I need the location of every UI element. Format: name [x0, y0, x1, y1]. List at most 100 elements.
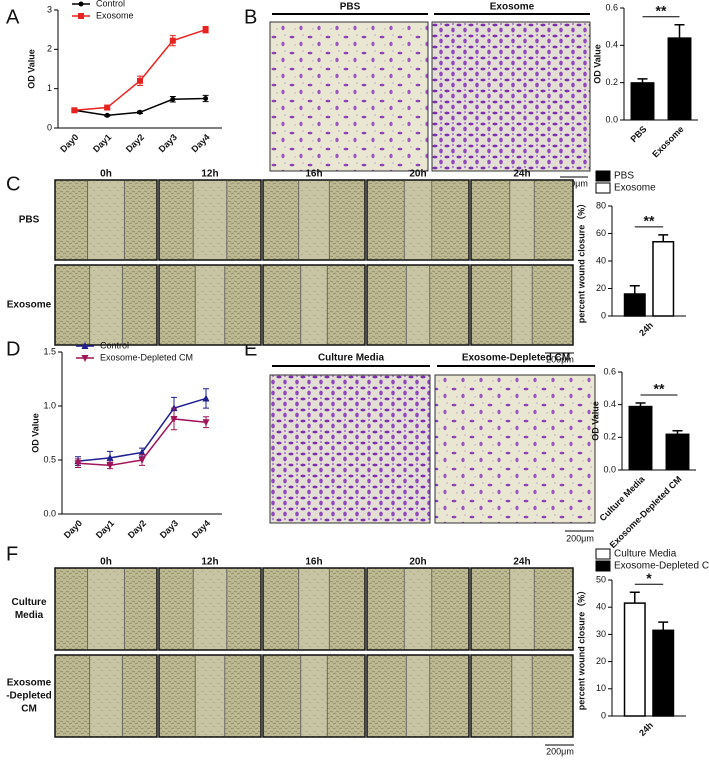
panel-label: A [6, 6, 20, 28]
x-tick-label: 24h [637, 320, 655, 338]
wound-gap [300, 656, 328, 736]
y-tick-label: 30 [596, 629, 606, 639]
y-axis-label: OD Value [26, 49, 36, 89]
y-tick-label: 0.4 [605, 40, 618, 50]
x-tick-label: Day4 [189, 132, 211, 154]
y-tick-label: 10 [596, 683, 606, 693]
legend-label: Culture Media [614, 549, 677, 560]
x-tick-label: Day3 [157, 132, 179, 154]
point [74, 460, 82, 468]
bar [623, 293, 646, 317]
bar [665, 433, 690, 471]
row-label: PBS [19, 215, 40, 226]
significance-label: * [646, 570, 652, 586]
y-axis-label: OD Value [30, 413, 40, 453]
point [203, 96, 209, 101]
column-header: 16h [305, 557, 322, 568]
error-bar [635, 402, 646, 407]
y-tick-label: 0 [47, 122, 52, 132]
error-bar [672, 430, 683, 435]
y-tick-label: 0.0 [605, 114, 618, 124]
x-tick-label: Day1 [91, 132, 113, 154]
column-header: 12h [201, 557, 218, 568]
image-header: PBS [340, 2, 361, 13]
wound-gap [511, 656, 533, 736]
y-axis-label: percent wound closure（%） [576, 199, 586, 324]
x-tick-label: Day0 [58, 132, 80, 154]
point [202, 419, 210, 427]
legend-label: Control [96, 0, 125, 8]
y-tick-label: 0.6 [603, 366, 616, 376]
wound-gap [298, 569, 330, 649]
wound-gap [195, 266, 225, 344]
wound-gap [87, 569, 125, 649]
point [104, 112, 110, 118]
y-tick-label: 20 [596, 283, 606, 293]
error-bar [674, 24, 685, 38]
significance-label: ** [644, 213, 655, 229]
wound-gap [404, 569, 432, 649]
bar [630, 82, 655, 121]
legend-label: Control [100, 340, 129, 350]
column-header: 12h [201, 169, 218, 180]
panel-label: C [6, 173, 20, 195]
legend-label: Exosome [96, 10, 134, 20]
y-tick-label: 0.2 [605, 77, 618, 87]
wound-gap [509, 181, 535, 259]
x-tick-label: Day0 [62, 518, 84, 540]
point [137, 77, 143, 84]
legend-label: Exosome [614, 183, 656, 194]
point [81, 355, 89, 362]
panel-label: F [6, 543, 18, 565]
bar [667, 37, 692, 121]
y-tick-label: 60 [596, 228, 606, 238]
wound-gap [195, 656, 225, 736]
point [78, 1, 84, 7]
y-tick-label: 50 [596, 574, 606, 584]
row-label: -Depleted [6, 691, 52, 702]
error-bar [629, 591, 640, 604]
y-tick-label: 0.0 [43, 508, 56, 518]
legend-label: PBS [614, 171, 634, 182]
x-tick-label: Day1 [94, 518, 116, 540]
y-tick-label: 20 [596, 656, 606, 666]
error-bar [658, 621, 669, 631]
row-label: Exosome [7, 300, 52, 311]
row-label: Culture [12, 597, 47, 608]
y-tick-label: 0 [601, 710, 606, 720]
wound-gap [89, 656, 123, 736]
point [202, 394, 210, 402]
column-header: 0h [100, 169, 112, 180]
micrograph [431, 21, 591, 172]
point [138, 448, 146, 456]
legend-label: Exosome-Depleted CM [614, 561, 709, 572]
y-tick-label: 40 [596, 255, 606, 265]
wound-gap [300, 266, 328, 344]
scale-label: 200μm [546, 354, 574, 364]
y-tick-label: 1.0 [43, 400, 56, 410]
row-label: Exosome [7, 678, 52, 689]
y-tick-label: 80 [596, 200, 606, 210]
image-header: Culture Media [318, 353, 385, 364]
bar [652, 241, 675, 317]
micrograph [269, 21, 429, 172]
micrograph [434, 374, 596, 524]
wound-gap [406, 656, 430, 736]
y-tick-label: 1.5 [43, 346, 56, 356]
image-header: Exosome [490, 2, 535, 13]
point [104, 104, 111, 111]
scale-label: 200μm [566, 533, 594, 543]
point [202, 26, 209, 33]
point [81, 342, 89, 349]
significance-label: ** [654, 381, 665, 397]
panel-label: D [6, 338, 20, 360]
series-line [74, 28, 206, 112]
point [170, 96, 176, 102]
point [137, 109, 143, 115]
y-tick-label: 0 [601, 310, 606, 320]
legend-label: Exosome-Depleted CM [100, 352, 193, 362]
y-tick-label: 40 [596, 602, 606, 612]
y-tick-label: 0.6 [605, 2, 618, 12]
x-tick-label: 24h [637, 720, 655, 738]
x-tick-label: Day3 [158, 518, 180, 540]
